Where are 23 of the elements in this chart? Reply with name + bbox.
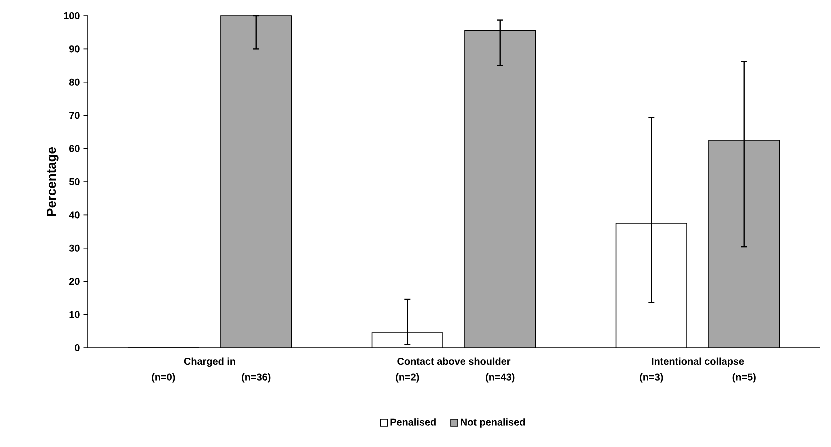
legend-label: Not penalised	[461, 418, 526, 428]
y-tick-label: 90	[70, 46, 80, 53]
y-tick-label: 40	[69, 212, 80, 219]
y-tick-label: 0	[75, 344, 80, 352]
y-tick-label: 100	[64, 12, 80, 20]
y-tick-label: 70	[70, 112, 80, 120]
y-axis-title: Percentage	[47, 148, 59, 216]
y-tick-label: 10	[70, 311, 80, 318]
legend-label: Penalised	[390, 418, 436, 426]
text: (n=3)	[640, 374, 664, 383]
y-tick-label: 20	[70, 278, 80, 286]
text: (n=43)	[486, 374, 515, 383]
text: (n=5)	[732, 374, 756, 383]
x-tick-label: Charged in	[184, 358, 236, 368]
y-tick-label: 30	[69, 244, 80, 252]
y-tick-label: 80	[69, 78, 80, 86]
text: (n=0)	[152, 374, 176, 383]
x-tick-label: Contact above shoulder	[398, 358, 511, 366]
y-tick-label: 50	[69, 178, 80, 186]
text: (n=2)	[396, 374, 420, 383]
y-tick-label: 60	[70, 145, 80, 152]
text: (n=36)	[242, 374, 271, 383]
x-tick-label: Intentional collapse	[652, 358, 744, 368]
